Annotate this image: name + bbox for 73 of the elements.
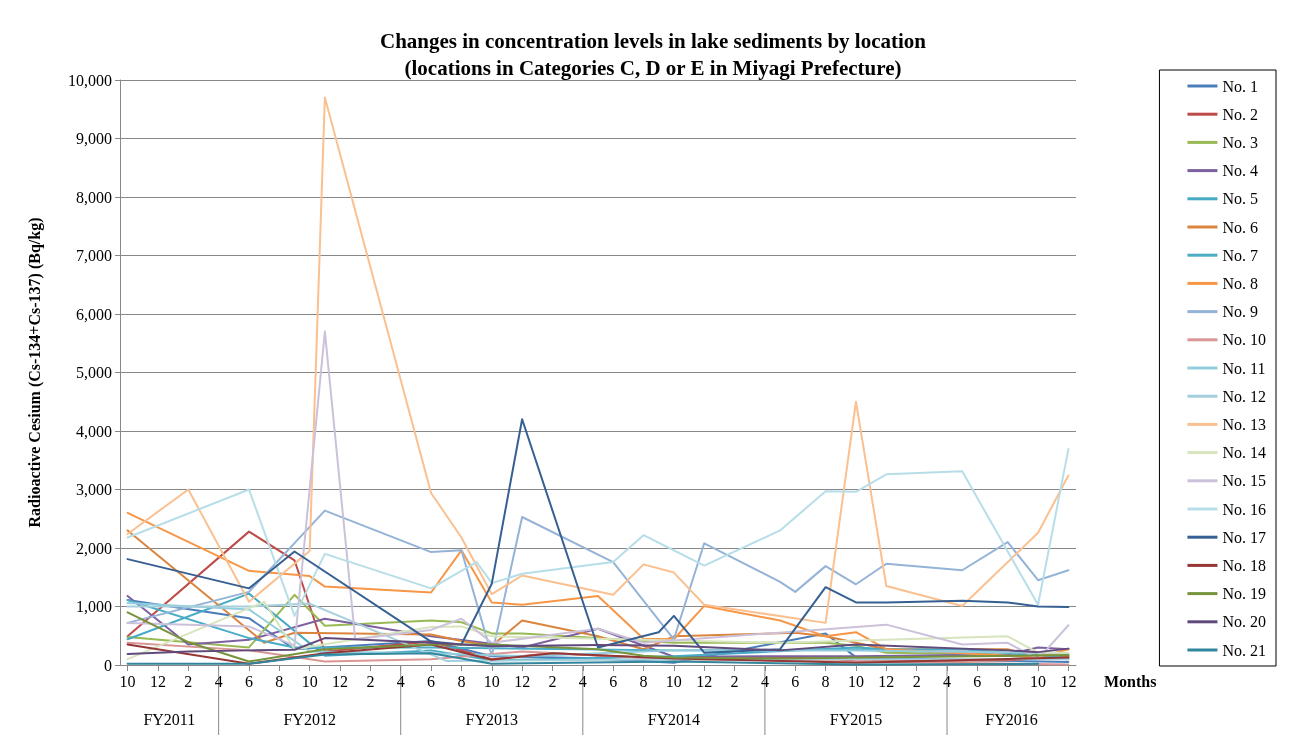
x-tick-label: 2: [366, 672, 375, 690]
legend-label: No. 1: [1222, 77, 1259, 95]
x-tick-label: 6: [244, 672, 253, 690]
x-tick-label: 8: [821, 672, 830, 690]
x-tick-label: 2: [548, 672, 557, 690]
x-tick-label: 6: [609, 672, 618, 690]
x-tick-label: 4: [760, 672, 769, 690]
x-tick-label: 4: [943, 672, 952, 690]
text: FY2014: [647, 710, 701, 728]
x-tick-label: 4: [214, 672, 223, 690]
y-tick-label: 0: [104, 656, 112, 674]
y-tick-label: 5,000: [76, 364, 112, 381]
y-tick-label: 7,000: [76, 247, 112, 264]
y-tick-label: 3,000: [76, 481, 112, 498]
x-tick-label: 12: [149, 672, 166, 690]
x-tick-label: 2: [730, 672, 739, 690]
legend-label: No. 6: [1222, 218, 1259, 236]
x-tick-label: 12: [514, 672, 531, 690]
x-tick-label: 12: [332, 672, 349, 690]
legend-label: No. 8: [1222, 274, 1259, 292]
legend-label: No. 9: [1222, 303, 1259, 321]
legend-label: No. 17: [1222, 528, 1267, 546]
legend-label: No. 14: [1222, 444, 1267, 462]
legend-label: No. 7: [1222, 246, 1259, 264]
legend-label: No. 5: [1222, 190, 1259, 208]
legend-label: No. 4: [1222, 162, 1259, 180]
legend-label: No. 15: [1222, 472, 1267, 490]
x-tick-label: 10: [665, 672, 682, 690]
x-tick-label: 10: [483, 672, 500, 690]
x-tick-label: 8: [639, 672, 648, 690]
x-tick-label: 8: [457, 672, 466, 690]
x-tick-label: 6: [973, 672, 982, 690]
legend-label: No. 18: [1222, 556, 1267, 574]
y-tick-label: 9,000: [76, 130, 112, 147]
x-tick-label: 12: [696, 672, 713, 690]
x-axis-title: Months: [1104, 672, 1157, 690]
x-tick-label: 10: [847, 672, 864, 690]
legend-label: No. 21: [1222, 641, 1267, 659]
text: FY2012: [283, 710, 336, 728]
legend-label: No. 13: [1222, 415, 1267, 433]
x-tick-label: 8: [275, 672, 284, 690]
x-tick-label: 10: [1030, 672, 1047, 690]
y-tick-label: 2,000: [76, 539, 112, 557]
y-axis-title: Radioactive Cesium (Cs-134+Cs-137) (Bq/kg): [25, 217, 44, 528]
legend-label: No. 12: [1222, 387, 1267, 405]
x-tick-label: 2: [912, 672, 921, 690]
y-tick-label: 10,000: [68, 71, 112, 89]
x-tick-label: 10: [119, 672, 136, 690]
x-tick-label: 6: [427, 672, 436, 690]
text: FY2015: [829, 710, 883, 728]
legend-label: No. 20: [1222, 613, 1267, 631]
text: FY2011: [143, 710, 196, 728]
y-tick-label: 4,000: [76, 422, 112, 440]
legend-label: No. 10: [1222, 331, 1267, 349]
x-tick-label: 12: [878, 672, 895, 690]
legend-label: No. 3: [1222, 133, 1259, 151]
legend-label: No. 16: [1222, 500, 1267, 518]
x-tick-label: 4: [396, 672, 405, 690]
legend-label: No. 11: [1222, 359, 1266, 377]
x-tick-label: 10: [301, 672, 318, 690]
text: FY2016: [985, 710, 1038, 728]
x-tick-label: 12: [1060, 672, 1077, 690]
y-tick-label: 6,000: [76, 305, 112, 323]
x-tick-label: 6: [791, 672, 800, 690]
x-tick-label: 2: [184, 672, 193, 690]
y-tick-label: 1,000: [76, 598, 112, 615]
chart-title: Changes in concentration levels in lake sediments by location (locations in Categories C, D or E in Miyagi Prefecture): [379, 28, 927, 80]
x-tick-label: 4: [578, 672, 587, 690]
legend-label: No. 19: [1222, 585, 1267, 603]
text: FY2013: [465, 710, 518, 728]
legend-label: No. 2: [1222, 105, 1259, 123]
x-tick-label: 8: [1003, 672, 1012, 690]
y-tick-label: 8,000: [76, 188, 112, 206]
